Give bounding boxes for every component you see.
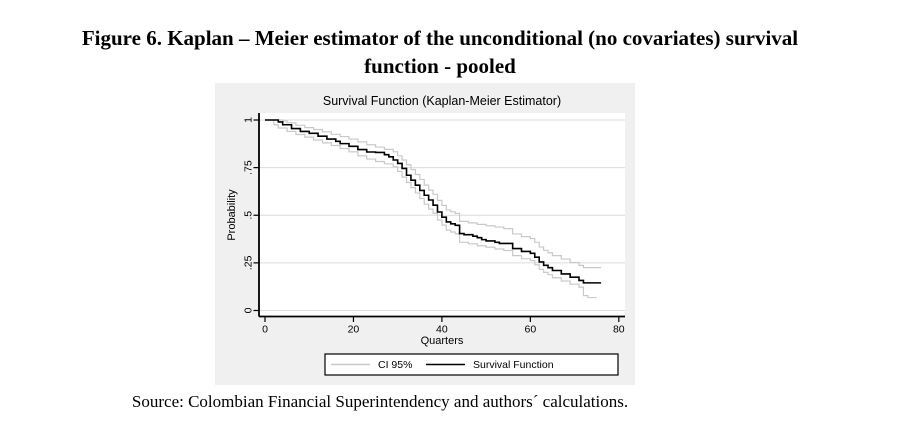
x-tick-label: 20	[348, 324, 360, 336]
legend-label-ci: CI 95%	[378, 359, 412, 371]
x-axis-label: Quarters	[421, 335, 464, 347]
figure-source: Source: Colombian Financial Superintende…	[131, 392, 629, 411]
plot-area: 0 .25 .5 .75 1 0 20 40 60 80	[243, 113, 625, 336]
ci-95-lower-curve	[265, 119, 597, 299]
y-tick-label: .75	[243, 160, 255, 175]
y-tick-label: .5	[243, 211, 255, 220]
figure-title: Figure 6. Kaplan – Meier estimator of th…	[0, 24, 880, 80]
y-tick-label: 0	[243, 307, 255, 313]
ci-95-upper-curve	[265, 119, 602, 269]
legend-box	[324, 353, 619, 376]
x-tick-label: 0	[262, 324, 268, 336]
figure-title-line1: Figure 6. Kaplan – Meier estimator of th…	[81, 26, 799, 50]
x-tick-label: 80	[613, 324, 625, 336]
survival-function-curve	[265, 119, 602, 284]
y-tick-label: .25	[243, 255, 255, 270]
y-tick-label: 1	[243, 117, 255, 123]
kaplan-meier-chart: Survival Function (Kaplan-Meier Estimato…	[226, 94, 625, 376]
legend-label-survival: Survival Function	[473, 359, 554, 371]
y-axis-label: Probability	[226, 189, 238, 241]
chart-panel: Survival Function (Kaplan-Meier Estimato…	[215, 83, 635, 385]
x-tick-label: 40	[436, 324, 448, 336]
figure-title-line2: function - pooled	[364, 54, 516, 78]
chart-legend: CI 95% Survival Function	[324, 353, 619, 376]
x-tick-label: 60	[525, 324, 537, 336]
chart-title: Survival Function (Kaplan-Meier Estimato…	[323, 94, 561, 108]
